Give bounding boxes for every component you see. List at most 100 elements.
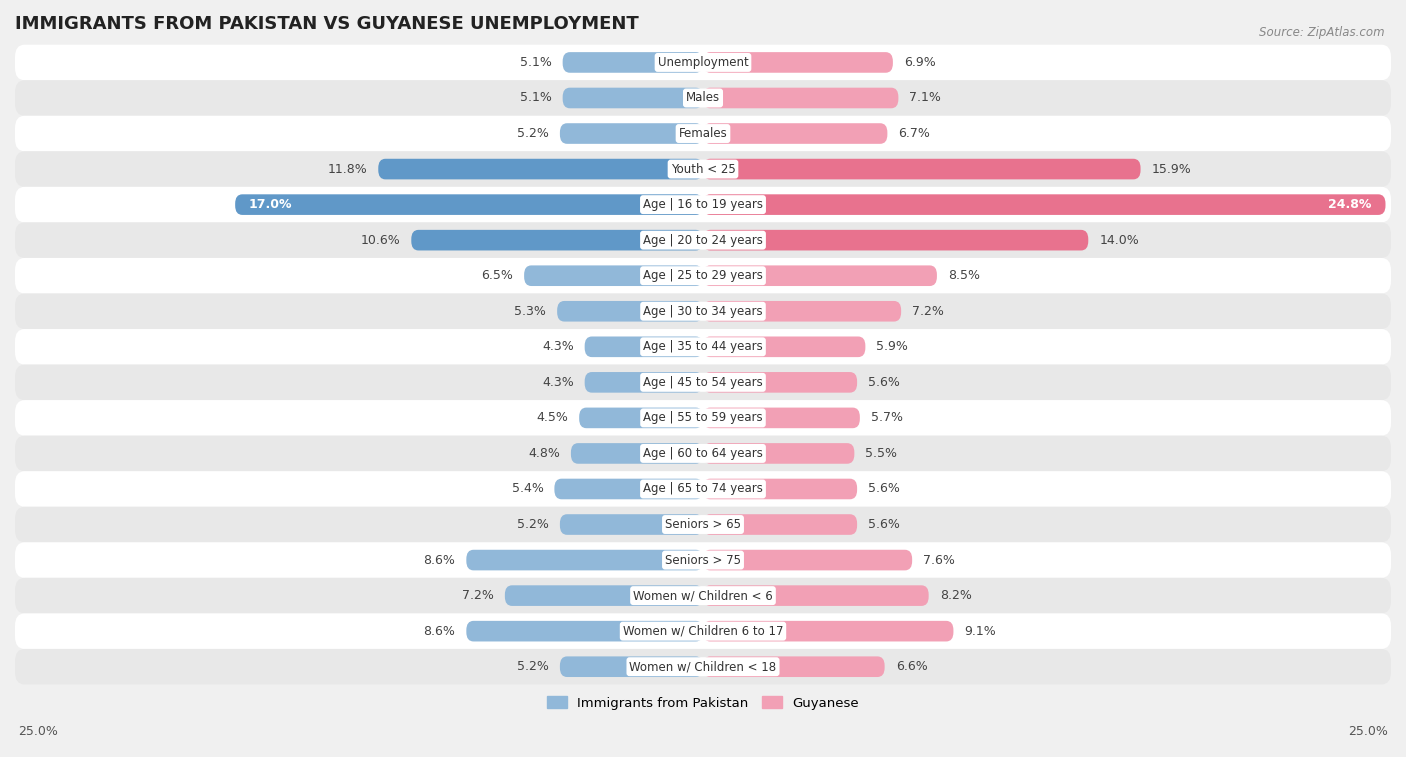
Text: 4.8%: 4.8% bbox=[529, 447, 560, 460]
Text: Age | 30 to 34 years: Age | 30 to 34 years bbox=[643, 305, 763, 318]
Text: 7.1%: 7.1% bbox=[910, 92, 941, 104]
Text: 25.0%: 25.0% bbox=[18, 725, 58, 738]
FancyBboxPatch shape bbox=[467, 550, 703, 570]
FancyBboxPatch shape bbox=[703, 478, 858, 500]
FancyBboxPatch shape bbox=[524, 266, 703, 286]
Text: 6.9%: 6.9% bbox=[904, 56, 935, 69]
Text: 6.7%: 6.7% bbox=[898, 127, 931, 140]
FancyBboxPatch shape bbox=[15, 116, 1391, 151]
FancyBboxPatch shape bbox=[562, 88, 703, 108]
FancyBboxPatch shape bbox=[703, 514, 858, 535]
Text: 6.6%: 6.6% bbox=[896, 660, 928, 673]
FancyBboxPatch shape bbox=[467, 621, 703, 641]
FancyBboxPatch shape bbox=[703, 195, 1385, 215]
FancyBboxPatch shape bbox=[15, 436, 1391, 471]
Text: Women w/ Children < 6: Women w/ Children < 6 bbox=[633, 589, 773, 602]
Text: 8.6%: 8.6% bbox=[423, 625, 456, 637]
Text: 5.6%: 5.6% bbox=[868, 482, 900, 496]
FancyBboxPatch shape bbox=[579, 407, 703, 428]
FancyBboxPatch shape bbox=[235, 195, 703, 215]
Text: Source: ZipAtlas.com: Source: ZipAtlas.com bbox=[1260, 26, 1385, 39]
FancyBboxPatch shape bbox=[585, 372, 703, 393]
FancyBboxPatch shape bbox=[703, 407, 860, 428]
FancyBboxPatch shape bbox=[378, 159, 703, 179]
FancyBboxPatch shape bbox=[703, 301, 901, 322]
Text: 7.2%: 7.2% bbox=[912, 305, 943, 318]
Text: 5.7%: 5.7% bbox=[870, 411, 903, 425]
FancyBboxPatch shape bbox=[557, 301, 703, 322]
FancyBboxPatch shape bbox=[562, 52, 703, 73]
FancyBboxPatch shape bbox=[703, 266, 936, 286]
FancyBboxPatch shape bbox=[15, 223, 1391, 258]
Text: 4.5%: 4.5% bbox=[536, 411, 568, 425]
Text: 8.2%: 8.2% bbox=[939, 589, 972, 602]
Text: 5.3%: 5.3% bbox=[515, 305, 546, 318]
FancyBboxPatch shape bbox=[560, 656, 703, 677]
Text: Women w/ Children 6 to 17: Women w/ Children 6 to 17 bbox=[623, 625, 783, 637]
Text: 5.2%: 5.2% bbox=[517, 660, 548, 673]
Text: Females: Females bbox=[679, 127, 727, 140]
FancyBboxPatch shape bbox=[585, 337, 703, 357]
Text: Age | 35 to 44 years: Age | 35 to 44 years bbox=[643, 341, 763, 354]
Text: Males: Males bbox=[686, 92, 720, 104]
Text: 4.3%: 4.3% bbox=[541, 375, 574, 389]
Text: 5.9%: 5.9% bbox=[876, 341, 908, 354]
Text: 8.5%: 8.5% bbox=[948, 269, 980, 282]
FancyBboxPatch shape bbox=[703, 159, 1140, 179]
FancyBboxPatch shape bbox=[15, 80, 1391, 116]
Text: 25.0%: 25.0% bbox=[1348, 725, 1388, 738]
Text: 4.3%: 4.3% bbox=[541, 341, 574, 354]
Text: 11.8%: 11.8% bbox=[328, 163, 367, 176]
Text: Seniors > 65: Seniors > 65 bbox=[665, 518, 741, 531]
Legend: Immigrants from Pakistan, Guyanese: Immigrants from Pakistan, Guyanese bbox=[541, 691, 865, 715]
FancyBboxPatch shape bbox=[560, 123, 703, 144]
Text: 9.1%: 9.1% bbox=[965, 625, 997, 637]
FancyBboxPatch shape bbox=[703, 88, 898, 108]
FancyBboxPatch shape bbox=[15, 187, 1391, 223]
Text: 5.1%: 5.1% bbox=[520, 56, 551, 69]
FancyBboxPatch shape bbox=[15, 613, 1391, 649]
Text: 5.1%: 5.1% bbox=[520, 92, 551, 104]
Text: Age | 60 to 64 years: Age | 60 to 64 years bbox=[643, 447, 763, 460]
FancyBboxPatch shape bbox=[15, 45, 1391, 80]
FancyBboxPatch shape bbox=[15, 258, 1391, 294]
FancyBboxPatch shape bbox=[703, 621, 953, 641]
Text: Age | 45 to 54 years: Age | 45 to 54 years bbox=[643, 375, 763, 389]
FancyBboxPatch shape bbox=[15, 471, 1391, 506]
Text: 15.9%: 15.9% bbox=[1152, 163, 1191, 176]
Text: 7.6%: 7.6% bbox=[924, 553, 955, 566]
Text: 5.4%: 5.4% bbox=[512, 482, 543, 496]
Text: Age | 55 to 59 years: Age | 55 to 59 years bbox=[643, 411, 763, 425]
Text: 17.0%: 17.0% bbox=[249, 198, 292, 211]
Text: 5.6%: 5.6% bbox=[868, 375, 900, 389]
Text: Age | 16 to 19 years: Age | 16 to 19 years bbox=[643, 198, 763, 211]
Text: 5.5%: 5.5% bbox=[865, 447, 897, 460]
Text: IMMIGRANTS FROM PAKISTAN VS GUYANESE UNEMPLOYMENT: IMMIGRANTS FROM PAKISTAN VS GUYANESE UNE… bbox=[15, 15, 638, 33]
FancyBboxPatch shape bbox=[703, 52, 893, 73]
Text: 10.6%: 10.6% bbox=[360, 234, 401, 247]
Text: 7.2%: 7.2% bbox=[463, 589, 494, 602]
FancyBboxPatch shape bbox=[15, 542, 1391, 578]
FancyBboxPatch shape bbox=[703, 443, 855, 464]
Text: Age | 25 to 29 years: Age | 25 to 29 years bbox=[643, 269, 763, 282]
Text: 14.0%: 14.0% bbox=[1099, 234, 1139, 247]
FancyBboxPatch shape bbox=[554, 478, 703, 500]
Text: Youth < 25: Youth < 25 bbox=[671, 163, 735, 176]
Text: Age | 65 to 74 years: Age | 65 to 74 years bbox=[643, 482, 763, 496]
FancyBboxPatch shape bbox=[560, 514, 703, 535]
FancyBboxPatch shape bbox=[703, 656, 884, 677]
Text: 8.6%: 8.6% bbox=[423, 553, 456, 566]
Text: 6.5%: 6.5% bbox=[481, 269, 513, 282]
FancyBboxPatch shape bbox=[15, 365, 1391, 400]
FancyBboxPatch shape bbox=[15, 294, 1391, 329]
Text: 5.2%: 5.2% bbox=[517, 127, 548, 140]
FancyBboxPatch shape bbox=[703, 123, 887, 144]
FancyBboxPatch shape bbox=[703, 230, 1088, 251]
FancyBboxPatch shape bbox=[505, 585, 703, 606]
FancyBboxPatch shape bbox=[412, 230, 703, 251]
Text: Seniors > 75: Seniors > 75 bbox=[665, 553, 741, 566]
FancyBboxPatch shape bbox=[15, 649, 1391, 684]
Text: 5.6%: 5.6% bbox=[868, 518, 900, 531]
FancyBboxPatch shape bbox=[15, 506, 1391, 542]
FancyBboxPatch shape bbox=[703, 585, 929, 606]
